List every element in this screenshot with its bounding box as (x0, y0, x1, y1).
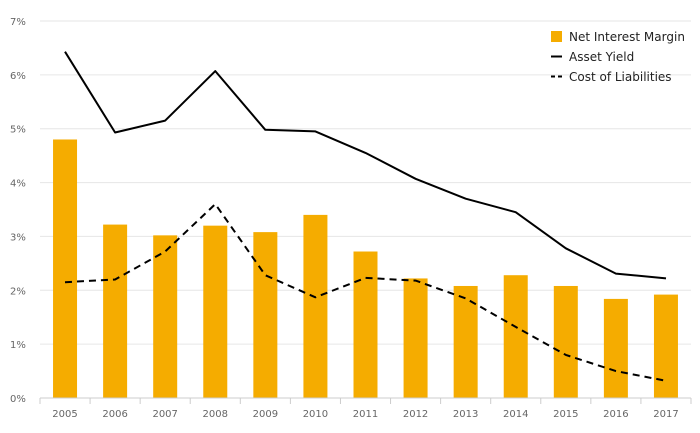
line-asset-yield (64, 51, 667, 280)
x-tick-label: 2010 (303, 409, 328, 420)
x-tick-label: 2011 (353, 409, 378, 420)
bar-net-interest-margin (353, 251, 378, 398)
legend-item: Cost of Liabilities (551, 70, 672, 84)
axes: 0% 1% 2% 3% 4% 5% 6% 7% 2005 2006 2007 2008 2009 2010… (10, 17, 692, 420)
x-tick-label: 2009 (253, 409, 278, 420)
bar-net-interest-margin (153, 235, 178, 398)
y-tick-label: 7% (10, 17, 26, 28)
y-tick-label: 6% (10, 71, 26, 82)
x-tick-label: 2012 (403, 409, 428, 420)
x-tick-label: 2015 (553, 409, 578, 420)
legend-label: Asset Yield (569, 50, 634, 64)
legend: Net Interest Margin Asset Yield Cost of Li… (551, 30, 685, 84)
legend-label: Cost of Liabilities (569, 70, 672, 84)
x-tick-label: 2008 (203, 409, 228, 420)
bar-net-interest-margin (103, 224, 128, 398)
y-tick-label: 5% (10, 125, 26, 136)
line-cost-of-liabilities (64, 203, 667, 382)
bar-net-interest-margin (553, 285, 578, 398)
bar-net-interest-margin (603, 298, 628, 398)
x-tick-label: 2013 (453, 409, 478, 420)
bar-net-interest-margin (303, 214, 328, 398)
bar-net-interest-margin (253, 232, 278, 398)
gridlines (40, 20, 691, 345)
y-tick-label: 0% (10, 394, 26, 405)
bar-net-interest-margin (53, 139, 78, 398)
legend-item: Net Interest Margin (551, 30, 685, 44)
y-tick-label: 3% (10, 232, 26, 243)
x-tick-label: 2007 (152, 409, 177, 420)
legend-swatch (551, 31, 562, 42)
x-tick-label: 2014 (503, 409, 528, 420)
legend-label: Net Interest Margin (569, 30, 685, 44)
y-tick-label: 2% (10, 286, 26, 297)
bar-net-interest-margin (403, 278, 428, 398)
bar-net-interest-margin (653, 294, 678, 398)
x-tick-label: 2005 (52, 409, 77, 420)
x-tick-label: 2016 (603, 409, 628, 420)
bar-net-interest-margin (503, 275, 528, 398)
legend-item: Asset Yield (551, 50, 634, 64)
y-tick-label: 1% (10, 340, 26, 351)
y-tick-label: 4% (10, 179, 26, 190)
x-tick-label: 2006 (102, 409, 127, 420)
bar-series (53, 139, 678, 398)
bar-net-interest-margin (453, 285, 478, 398)
x-tick-label: 2017 (653, 409, 678, 420)
line-series (64, 51, 667, 382)
bar-net-interest-margin (203, 225, 228, 398)
